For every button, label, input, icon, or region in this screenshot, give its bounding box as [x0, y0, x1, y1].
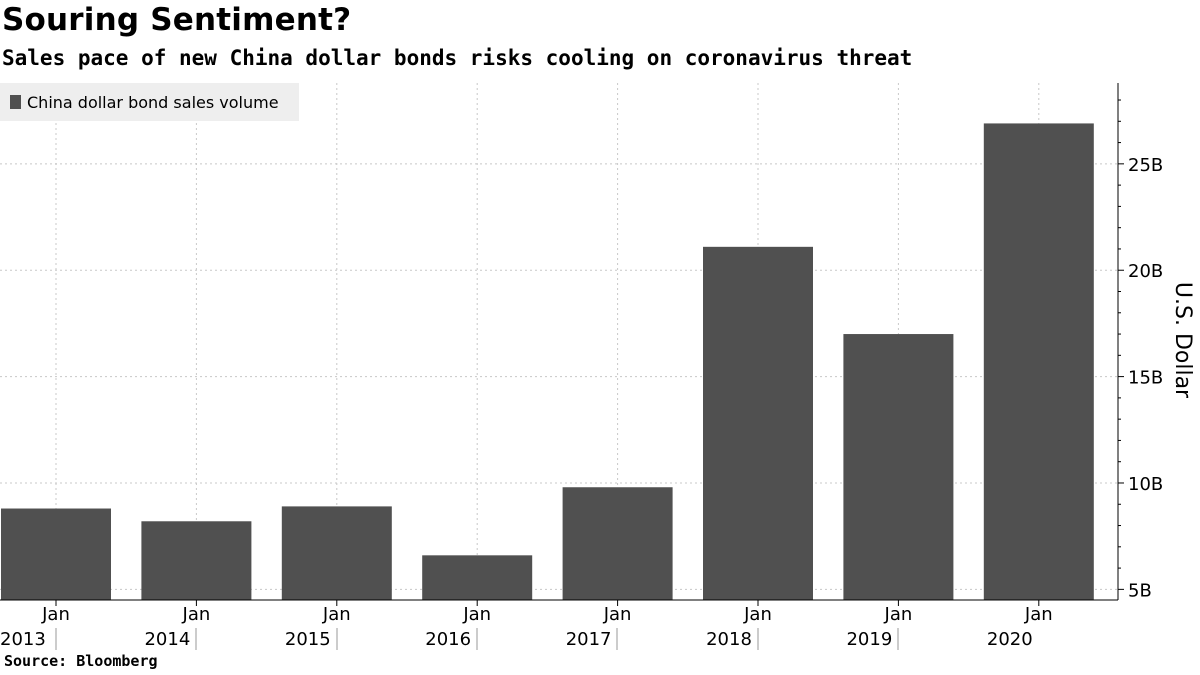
source-note: Source: Bloomberg: [4, 652, 158, 670]
y-axis-label: U.S. Dollar: [1170, 282, 1195, 399]
bar: [843, 334, 954, 600]
x-tick-month-label: Jan: [884, 604, 913, 625]
bar: [562, 487, 673, 600]
y-tick-label: 15B: [1128, 368, 1163, 389]
bar: [703, 246, 813, 600]
bars: [1, 123, 1094, 601]
legend: China dollar bond sales volume: [0, 83, 299, 121]
legend-background: [0, 83, 299, 121]
legend-swatch: [10, 95, 21, 109]
x-tick-year-label: 2018: [706, 629, 752, 650]
x-tick-month-label: Jan: [603, 604, 632, 625]
legend-label: China dollar bond sales volume: [27, 93, 279, 112]
x-tick-year-label: 2014: [144, 629, 190, 650]
bar: [141, 521, 252, 600]
x-tick-year-label: 2015: [285, 629, 331, 650]
x-tick-month-label: Jan: [322, 604, 351, 625]
source-label: Source:: [4, 652, 68, 670]
y-tick-label: 10B: [1128, 474, 1163, 495]
y-tick-label: 25B: [1128, 155, 1163, 176]
x-tick-year-label: 2013: [0, 629, 46, 650]
y-tick-label: 20B: [1128, 261, 1163, 282]
bar: [1, 508, 111, 600]
x-tick-month-label: Jan: [462, 604, 491, 625]
bar: [983, 123, 1094, 601]
x-tick-month-label: Jan: [1024, 604, 1053, 625]
x-tick-year-label: 2020: [987, 629, 1033, 650]
chart-title: Souring Sentiment?: [2, 2, 352, 38]
source-value: Bloomberg: [76, 652, 158, 670]
x-tick-year-label: 2016: [425, 629, 471, 650]
y-tick-label: 5B: [1128, 580, 1152, 601]
x-tick-month-label: Jan: [41, 604, 70, 625]
chart-subtitle: Sales pace of new China dollar bonds ris…: [2, 46, 913, 70]
x-tick-year-label: 2019: [846, 629, 892, 650]
bar: [422, 555, 533, 600]
axes: 5B 10B 15B 20B 25B Jan 2013 Jan 2014 Jan 2015 Jan 20…: [0, 83, 1163, 650]
bar: [281, 506, 392, 600]
x-tick-year-label: 2017: [566, 629, 612, 650]
x-tick-month-label: Jan: [182, 604, 211, 625]
x-tick-month-label: Jan: [743, 604, 772, 625]
